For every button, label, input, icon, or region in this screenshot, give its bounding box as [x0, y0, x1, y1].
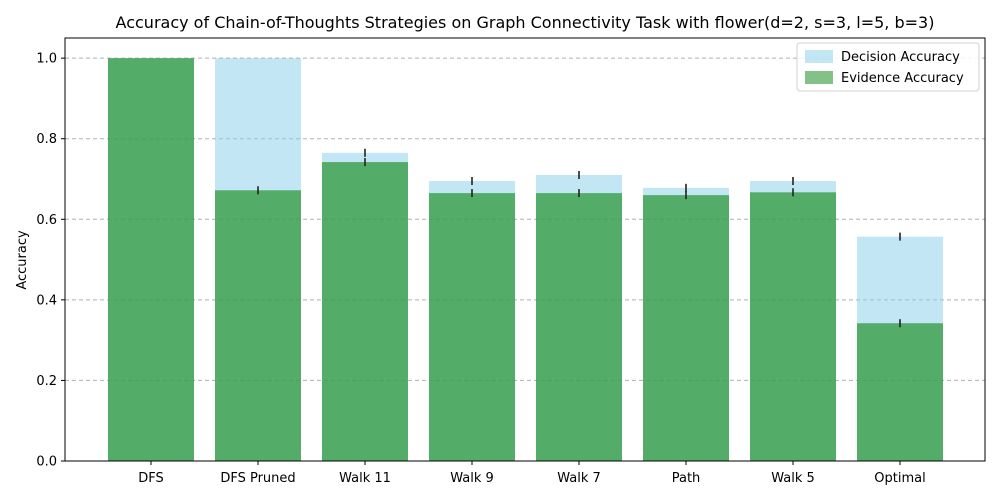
bar-evidence-accuracy — [429, 193, 515, 461]
y-tick-label: 0.0 — [36, 455, 57, 470]
axes: 0.0 0.2 0.4 0.6 0.8 1.0 DFS DFS Pruned Walk 11 Wa… — [36, 37, 986, 486]
bar-evidence-accuracy — [215, 190, 301, 461]
y-tick-label: 0.2 — [36, 374, 57, 389]
legend-box — [796, 42, 980, 92]
bar-evidence-accuracy — [108, 58, 194, 462]
bar-evidence-accuracy — [643, 195, 729, 461]
grid — [65, 57, 985, 462]
bar-evidence-accuracy — [750, 192, 836, 461]
x-tick-label: Walk 7 — [557, 471, 601, 486]
y-tick-label: 0.6 — [36, 213, 57, 228]
x-tick-label: Optimal — [874, 471, 925, 486]
bars — [108, 58, 943, 462]
bar-evidence-accuracy — [536, 193, 622, 461]
x-tick-label: Path — [672, 471, 701, 486]
y-tick-label: 0.4 — [36, 293, 57, 308]
y-axis-label: Accuracy — [15, 230, 30, 290]
y-tick-label: 0.8 — [36, 132, 57, 147]
x-tick-label: DFS Pruned — [220, 471, 295, 486]
legend: Decision Accuracy Evidence Accuracy — [796, 42, 980, 92]
bar-evidence-accuracy — [322, 162, 408, 461]
x-tick-label: Walk 9 — [450, 471, 494, 486]
x-tick-label: DFS — [138, 471, 164, 486]
legend-swatch — [805, 71, 833, 84]
legend-label: Decision Accuracy — [841, 50, 960, 65]
y-tick-label: 1.0 — [36, 52, 57, 67]
bar-evidence-accuracy — [857, 323, 943, 461]
chart-title: Accuracy of Chain-of-Thoughts Strategies… — [116, 13, 935, 32]
legend-label: Evidence Accuracy — [841, 71, 964, 86]
legend-swatch — [805, 50, 833, 63]
x-tick-label: Walk 11 — [339, 471, 391, 486]
x-tick-label: Walk 5 — [771, 471, 815, 486]
plot-frame — [64, 37, 986, 462]
